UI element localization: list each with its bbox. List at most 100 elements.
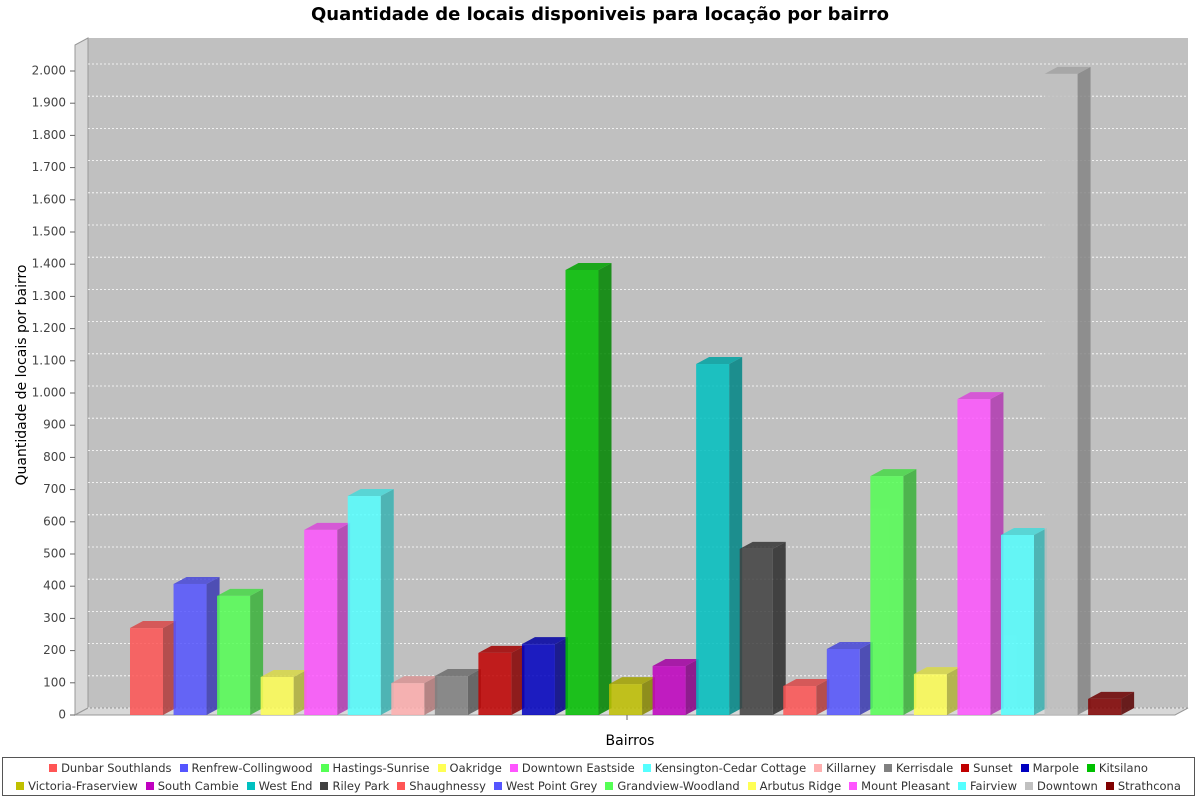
legend-swatch bbox=[320, 763, 329, 772]
legend-swatch bbox=[814, 763, 823, 772]
legend-item: Hastings-Sunrise bbox=[320, 760, 430, 775]
bar bbox=[783, 686, 817, 715]
legend-item: Kitsilano bbox=[1086, 761, 1148, 775]
bar-top-shade bbox=[652, 659, 699, 667]
bar-group bbox=[565, 262, 612, 715]
legend-swatch bbox=[849, 781, 858, 790]
legend-item: Renfrew-Collingwood bbox=[179, 761, 313, 775]
legend-swatch bbox=[397, 781, 406, 790]
bar-top-shade bbox=[739, 541, 786, 549]
bar-side-shade bbox=[337, 522, 351, 715]
bar-side bbox=[380, 489, 394, 715]
legend-item: South Cambie bbox=[145, 778, 239, 793]
y-tick-label: 1.000 bbox=[32, 386, 66, 400]
bar-side bbox=[729, 357, 743, 715]
bar-group bbox=[478, 645, 525, 715]
bar-side bbox=[642, 677, 656, 715]
bar-top bbox=[739, 541, 786, 549]
legend-swatch bbox=[16, 781, 25, 790]
bar-top-shade bbox=[1088, 691, 1135, 699]
y-tick-label: 1.300 bbox=[32, 289, 66, 303]
bar-side bbox=[685, 659, 699, 715]
bar bbox=[347, 496, 381, 715]
bar bbox=[1001, 535, 1034, 715]
bar bbox=[957, 399, 991, 715]
y-tick-label: 600 bbox=[43, 514, 66, 528]
bar-group bbox=[434, 669, 481, 715]
bar-group bbox=[696, 357, 743, 715]
legend-item: Marpole bbox=[1020, 761, 1079, 775]
legend-label: Sunset bbox=[973, 760, 1013, 775]
bar-top-shade bbox=[434, 669, 481, 677]
y-tick-label: 1.500 bbox=[32, 225, 66, 239]
bar-side bbox=[467, 669, 481, 715]
bar-side bbox=[163, 621, 176, 715]
bar-side bbox=[293, 670, 307, 715]
bar bbox=[1088, 698, 1122, 715]
bar-side-shade bbox=[467, 669, 481, 715]
bar-side bbox=[772, 541, 786, 715]
legend-item: Downtown Eastside bbox=[509, 761, 635, 775]
bar-side-shade bbox=[250, 588, 264, 715]
legend-item: Shaughnessy bbox=[397, 779, 486, 793]
bar bbox=[521, 644, 555, 715]
bar-side-shade bbox=[772, 541, 786, 715]
legend-swatch bbox=[437, 763, 446, 772]
y-tick-label: 1.800 bbox=[32, 128, 66, 142]
bar-group bbox=[870, 469, 917, 715]
bar-group bbox=[1088, 691, 1135, 715]
bar-top bbox=[478, 645, 525, 653]
legend-label: Arbutus Ridge bbox=[759, 778, 842, 793]
legend-item: Grandview-Woodland bbox=[605, 779, 740, 793]
bar-top-shade bbox=[260, 670, 307, 678]
y-tick-label: 2.000 bbox=[32, 64, 66, 78]
bar-top bbox=[521, 637, 568, 645]
bar-side bbox=[250, 588, 264, 715]
bar bbox=[217, 595, 251, 715]
bar-top-shade bbox=[130, 621, 176, 629]
bar-top bbox=[913, 667, 960, 675]
legend-swatch bbox=[747, 781, 756, 790]
legend-swatch bbox=[509, 763, 518, 772]
bar-top-shade bbox=[609, 677, 656, 685]
legend-label: Killarney bbox=[826, 760, 877, 775]
legend-label: Downtown bbox=[1036, 778, 1098, 793]
bar-top bbox=[652, 659, 699, 667]
legend-label: South Cambie bbox=[157, 778, 239, 793]
bar-top-shade bbox=[1001, 528, 1047, 536]
bar-side-shade bbox=[511, 645, 525, 715]
bar-top-shade bbox=[783, 679, 830, 687]
legend-swatch bbox=[961, 763, 970, 772]
bar-top-shade bbox=[478, 645, 525, 653]
bar-top bbox=[696, 357, 743, 365]
bar-top-shade bbox=[347, 489, 394, 497]
bars bbox=[130, 66, 1135, 715]
bar-side bbox=[816, 679, 830, 715]
bar-top-shade bbox=[217, 588, 264, 596]
legend-swatch bbox=[246, 781, 255, 790]
y-tick-label: 1.600 bbox=[32, 192, 66, 206]
bar-top-shade bbox=[913, 667, 960, 675]
bar-top bbox=[347, 489, 394, 497]
bar-top bbox=[304, 522, 351, 530]
bar-side-shade bbox=[859, 641, 873, 715]
legend-label: West End bbox=[258, 778, 313, 793]
bar-top-shade bbox=[826, 641, 873, 649]
bar-side-shade bbox=[642, 677, 656, 715]
bar-side bbox=[337, 522, 351, 715]
bar-group bbox=[304, 522, 351, 715]
bar-top bbox=[217, 588, 264, 596]
bar-top-shade bbox=[304, 522, 351, 530]
legend-swatch bbox=[493, 781, 502, 790]
legend-item: Sunset bbox=[961, 760, 1013, 775]
legend-label: Hastings-Sunrise bbox=[332, 760, 430, 775]
y-tick-label: 400 bbox=[43, 579, 66, 593]
bar-group bbox=[521, 637, 568, 715]
bar-top bbox=[565, 262, 612, 270]
bar-group bbox=[783, 679, 830, 715]
bar-side bbox=[903, 469, 917, 715]
y-tick-label: 800 bbox=[43, 450, 66, 464]
legend-swatch bbox=[49, 763, 58, 772]
legend-item: Dunbar Southlands bbox=[49, 761, 172, 775]
bar bbox=[304, 529, 338, 715]
